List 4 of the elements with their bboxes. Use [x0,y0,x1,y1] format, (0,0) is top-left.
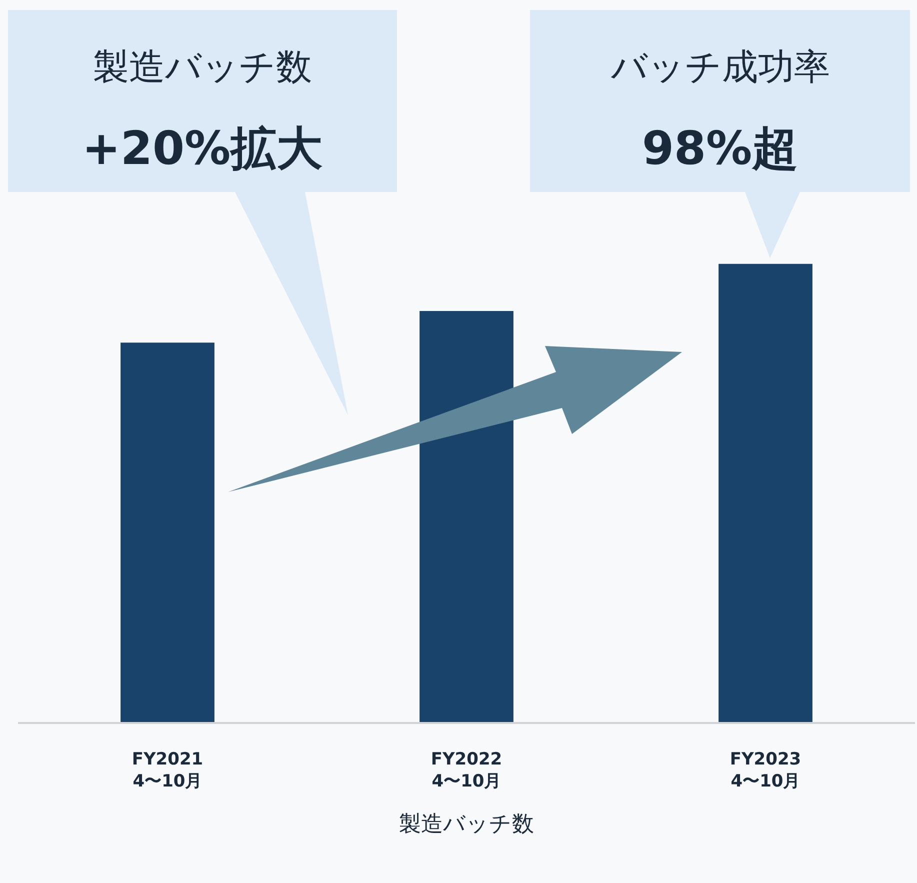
x-tick-label: FY2021 4〜10月 [132,749,204,792]
x-tick-label: FY2022 4〜10月 [430,749,502,792]
x-tick-label: FY2023 4〜10月 [730,749,802,792]
x-axis-title: 製造バッチ数 [399,812,534,837]
